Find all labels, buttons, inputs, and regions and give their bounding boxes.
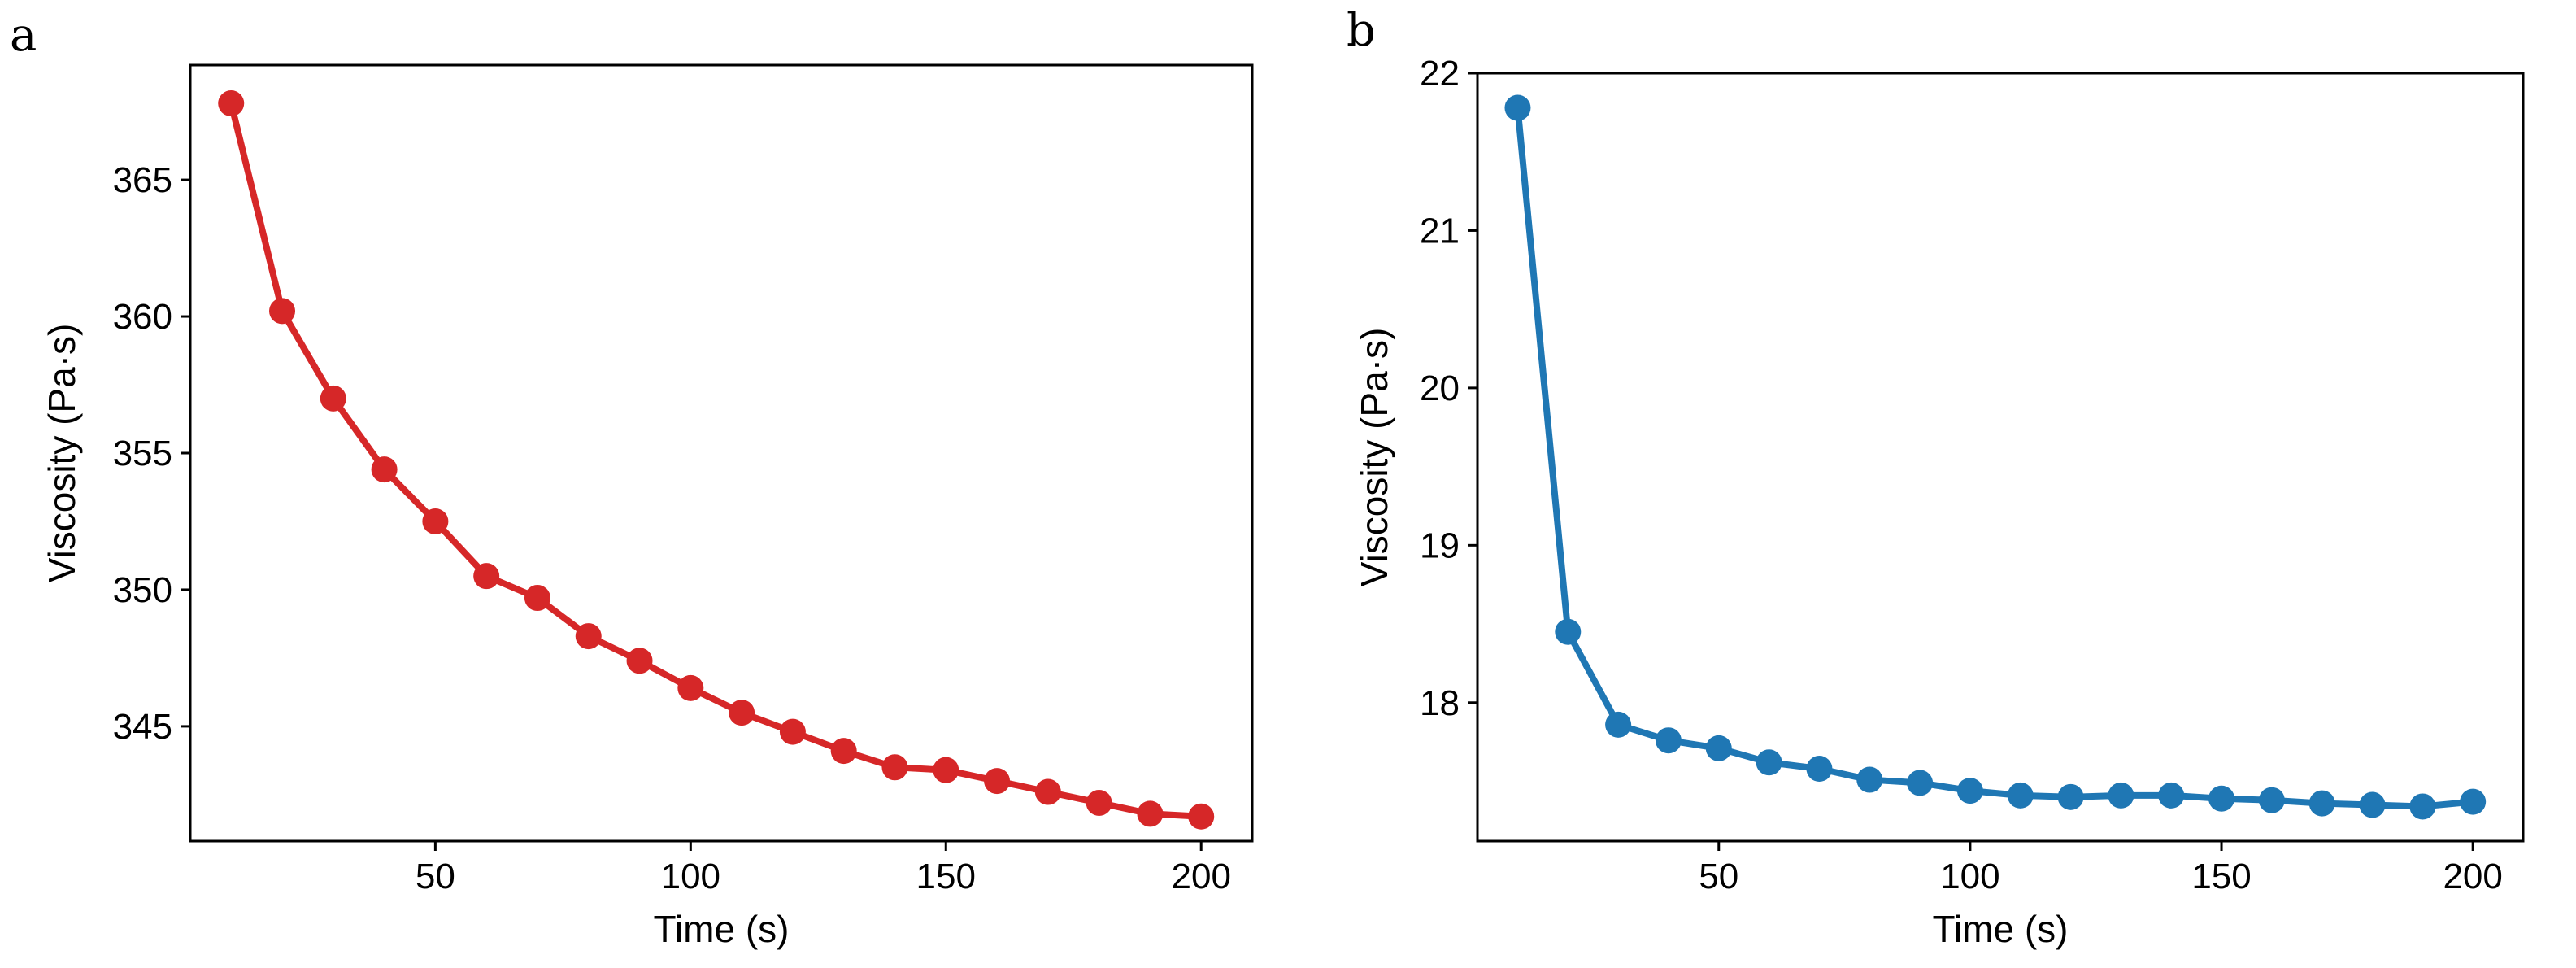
y-tick-label-a-2: 355 — [113, 434, 172, 473]
y-tick-label-a-0: 345 — [113, 707, 172, 747]
data-point-a-2 — [320, 385, 346, 412]
y-axis-label-a: Viscosity (Pa·s) — [41, 324, 83, 583]
y-ticks-b: 18 19 20 21 22 — [1420, 54, 1477, 723]
chart-panel-a: a 50 100 150 200 345 350 355 360 365 Time (s) V… — [10, 9, 1254, 950]
data-point-a-10 — [729, 700, 755, 726]
x-tick-label-a-1: 100 — [661, 857, 720, 896]
plot-frame-a — [189, 63, 1254, 843]
data-point-b-10 — [2007, 782, 2034, 809]
y-tick-label-b-0: 18 — [1420, 683, 1460, 723]
data-point-b-15 — [2258, 787, 2285, 813]
series-a — [218, 90, 1215, 830]
data-point-a-7 — [575, 623, 602, 650]
data-point-b-8 — [1907, 770, 1934, 796]
data-point-a-15 — [984, 768, 1011, 795]
data-point-b-19 — [2460, 788, 2487, 815]
y-tick-label-b-1: 19 — [1420, 525, 1460, 565]
data-point-a-13 — [881, 754, 908, 781]
data-point-b-14 — [2208, 785, 2235, 812]
data-point-a-14 — [933, 757, 959, 783]
data-point-a-4 — [422, 508, 449, 534]
data-point-b-3 — [1655, 727, 1682, 754]
y-tick-label-a-4: 365 — [113, 160, 172, 200]
y-tick-label-a-3: 360 — [113, 297, 172, 337]
data-point-a-8 — [626, 648, 653, 674]
data-point-b-11 — [2057, 783, 2084, 810]
series-line-b-0 — [1514, 107, 2474, 810]
x-tick-label-b-1: 100 — [1940, 857, 1999, 896]
data-point-b-16 — [2308, 790, 2335, 817]
x-tick-label-b-0: 50 — [1699, 857, 1738, 896]
data-point-b-1 — [1555, 618, 1582, 645]
data-point-b-5 — [1756, 749, 1782, 776]
data-point-a-12 — [830, 738, 857, 765]
y-tick-label-b-3: 21 — [1420, 211, 1460, 251]
y-ticks-a: 345 350 355 360 365 — [113, 160, 190, 747]
data-point-b-9 — [1956, 778, 1983, 804]
x-axis-label-a: Time (s) — [654, 908, 790, 950]
plot-frame-b — [1476, 72, 2525, 843]
data-point-a-0 — [218, 90, 245, 117]
data-point-a-17 — [1086, 789, 1112, 816]
data-point-a-5 — [473, 563, 500, 590]
y-tick-label-b-2: 20 — [1420, 368, 1460, 408]
x-axis-label-b: Time (s) — [1933, 908, 2069, 950]
series-b — [1504, 94, 2487, 820]
data-point-b-18 — [2409, 793, 2436, 820]
data-point-b-4 — [1705, 735, 1732, 761]
data-point-a-1 — [269, 298, 296, 325]
x-tick-label-b-3: 200 — [2443, 857, 2502, 896]
x-tick-label-a-3: 200 — [1172, 857, 1231, 896]
x-tick-label-b-2: 150 — [2191, 857, 2251, 896]
data-point-b-13 — [2158, 782, 2185, 809]
panel-letter-a: a — [10, 9, 37, 62]
x-ticks-b: 50 100 150 200 — [1699, 841, 2503, 896]
data-point-b-7 — [1856, 766, 1883, 793]
data-point-a-16 — [1034, 778, 1061, 805]
y-tick-label-a-1: 350 — [113, 570, 172, 610]
x-tick-label-a-0: 50 — [416, 857, 455, 896]
data-point-b-2 — [1605, 711, 1632, 738]
data-point-a-6 — [524, 585, 550, 612]
data-point-a-3 — [371, 456, 398, 483]
data-point-a-9 — [677, 674, 704, 701]
x-ticks-a: 50 100 150 200 — [416, 841, 1231, 896]
data-point-b-0 — [1504, 94, 1531, 121]
x-tick-label-a-2: 150 — [916, 857, 976, 896]
data-point-a-11 — [779, 718, 806, 745]
data-point-b-12 — [2108, 782, 2134, 809]
panel-letter-b: b — [1347, 4, 1376, 57]
y-tick-label-b-4: 22 — [1420, 54, 1460, 94]
data-point-b-17 — [2359, 791, 2386, 818]
chart-panel-b: b 50 100 150 200 18 19 20 21 22 Time (s) Viscos… — [1347, 4, 2525, 950]
data-point-b-6 — [1806, 756, 1833, 783]
data-point-a-19 — [1188, 803, 1215, 830]
data-point-a-18 — [1137, 800, 1164, 827]
y-axis-label-b: Viscosity (Pa·s) — [1353, 328, 1395, 587]
